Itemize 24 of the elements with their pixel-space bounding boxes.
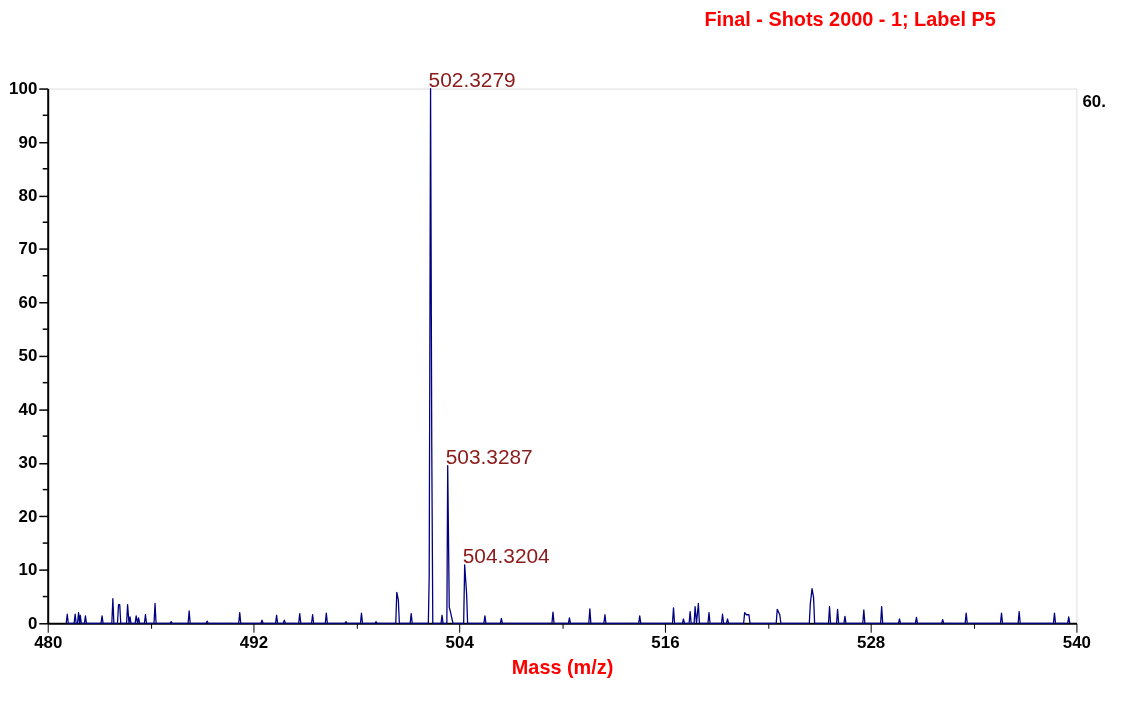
y-tick-label: 80 xyxy=(18,185,38,205)
y-tick-label: 50 xyxy=(18,346,38,366)
y-tick-label: 10 xyxy=(18,560,38,580)
y-tick-label: 70 xyxy=(18,239,38,259)
y-tick-label: 30 xyxy=(18,453,38,473)
text: 60. xyxy=(1082,92,1106,112)
annotation: 502.3279 xyxy=(428,67,516,91)
y-tick-label: 0 xyxy=(27,613,38,633)
x-axis-title: Mass (m/z) xyxy=(511,656,614,679)
annotation: 503.3287 xyxy=(445,444,533,468)
y-tick-label: 40 xyxy=(18,399,38,419)
x-tick-label: 528 xyxy=(857,632,886,652)
y-tick-label: 20 xyxy=(18,506,38,526)
x-tick-label: 504 xyxy=(445,632,475,652)
x-tick-label: 540 xyxy=(1062,632,1091,652)
y-tick-label: 100 xyxy=(9,79,38,99)
y-tick-label: 60 xyxy=(18,292,38,312)
line-series xyxy=(65,87,1071,624)
annotation: 504.3204 xyxy=(462,544,550,568)
chart-title: Final - Shots 2000 - 1; Label P5 xyxy=(704,7,996,30)
x-tick-label: 480 xyxy=(34,632,63,652)
x-tick-label: 492 xyxy=(239,632,269,652)
x-tick-label: 516 xyxy=(651,632,680,652)
y-tick-label: 90 xyxy=(18,132,38,152)
